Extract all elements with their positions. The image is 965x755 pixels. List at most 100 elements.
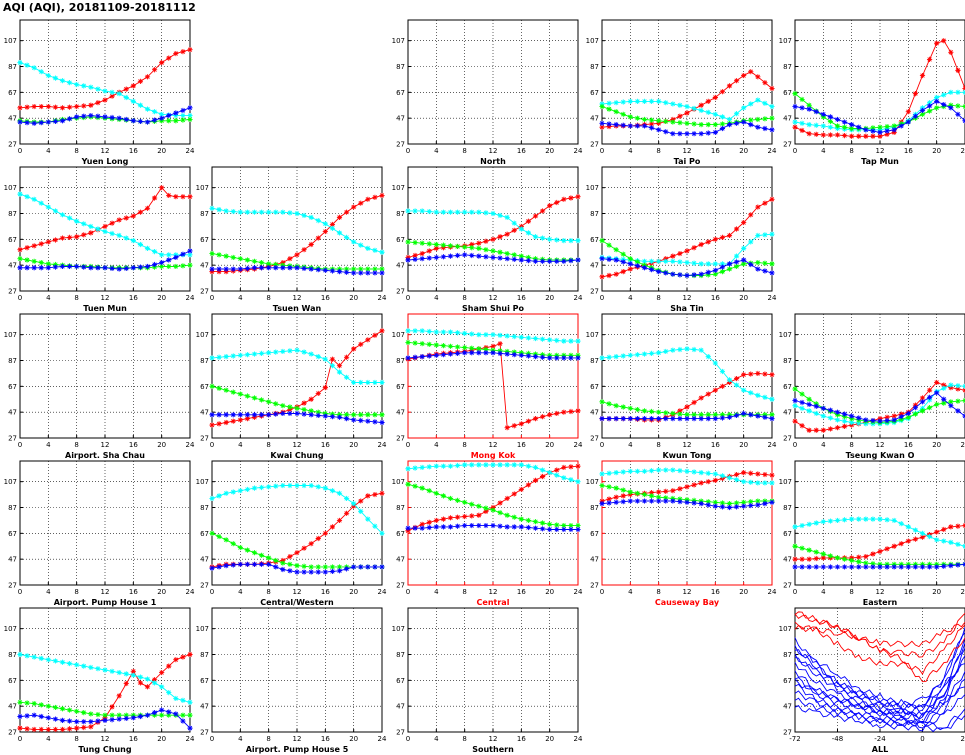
panel-label: Tsuen Wan xyxy=(273,304,322,313)
data-point xyxy=(308,412,314,418)
data-point xyxy=(670,253,676,259)
data-point xyxy=(45,204,51,210)
data-point xyxy=(827,114,834,120)
data-point xyxy=(497,462,503,468)
data-point xyxy=(561,464,567,471)
data-point xyxy=(433,329,439,335)
data-point xyxy=(539,336,546,342)
data-point xyxy=(606,401,612,407)
y-tick-label: 67 xyxy=(590,530,599,538)
data-point xyxy=(151,67,158,73)
data-point xyxy=(469,209,475,215)
panel-label: ALL xyxy=(872,745,888,754)
data-point xyxy=(575,408,581,414)
x-tick-label: 4 xyxy=(434,588,439,596)
data-point xyxy=(266,561,272,567)
data-point xyxy=(561,196,567,202)
data-point xyxy=(497,510,503,516)
data-point xyxy=(447,463,454,469)
data-point xyxy=(719,125,726,132)
series-line xyxy=(792,91,965,132)
data-point xyxy=(469,252,475,259)
data-point xyxy=(712,267,718,273)
data-point xyxy=(322,530,328,536)
data-point xyxy=(433,241,439,248)
data-point xyxy=(856,516,862,522)
data-point xyxy=(705,412,711,418)
data-point xyxy=(322,485,328,491)
data-point xyxy=(329,564,336,570)
data-point xyxy=(532,213,539,219)
data-point xyxy=(504,214,510,220)
data-point xyxy=(490,462,496,468)
data-point xyxy=(656,416,662,422)
data-point xyxy=(613,416,619,422)
data-point xyxy=(561,238,567,244)
data-point xyxy=(266,399,272,405)
panel-frame xyxy=(19,313,191,439)
y-tick-label: 47 xyxy=(783,115,792,123)
x-tick-label: 0 xyxy=(18,735,22,743)
y-tick-label: 27 xyxy=(590,141,599,149)
data-point xyxy=(648,416,655,422)
data-point xyxy=(719,234,726,240)
panel-label: Mong Kok xyxy=(471,451,516,460)
x-tick-label: 24 xyxy=(574,735,583,743)
x-tick-label: 16 xyxy=(517,735,526,743)
data-point xyxy=(351,346,357,352)
x-tick-label: 16 xyxy=(517,294,526,302)
data-point xyxy=(926,394,933,400)
data-point xyxy=(88,102,94,108)
x-tick-label: 0 xyxy=(210,735,214,743)
x-tick-label: 20 xyxy=(545,588,554,596)
data-point xyxy=(691,500,697,506)
data-point xyxy=(733,500,740,506)
data-point xyxy=(705,109,711,115)
data-point xyxy=(237,352,243,358)
data-point xyxy=(919,408,926,414)
panel-frame xyxy=(19,460,191,586)
data-point xyxy=(166,112,172,119)
data-point xyxy=(926,100,933,106)
panel-frame xyxy=(19,607,191,733)
y-tick-label: 67 xyxy=(590,89,599,97)
panel-tap-mun: 0481216202427476787107Tap Mun xyxy=(779,19,965,166)
data-point xyxy=(648,125,655,131)
data-point xyxy=(52,716,59,722)
data-point xyxy=(934,529,940,535)
data-point xyxy=(539,235,546,241)
data-point xyxy=(315,535,321,542)
data-point xyxy=(483,346,489,353)
data-point xyxy=(934,537,940,543)
data-point xyxy=(849,413,855,419)
data-point xyxy=(315,409,321,415)
data-point xyxy=(379,419,385,426)
data-point xyxy=(834,555,841,561)
data-point xyxy=(806,131,812,137)
data-point xyxy=(719,500,726,506)
data-point xyxy=(769,396,775,402)
data-point xyxy=(941,563,947,569)
y-tick-label: 27 xyxy=(783,582,792,590)
data-point xyxy=(733,412,740,418)
data-point xyxy=(258,259,265,266)
data-point xyxy=(116,91,122,97)
data-point xyxy=(919,534,926,540)
data-point xyxy=(691,346,697,353)
data-point xyxy=(351,379,357,386)
x-tick-label: 8 xyxy=(849,147,853,155)
data-point xyxy=(792,397,798,404)
data-point xyxy=(74,708,80,714)
data-point xyxy=(561,355,567,361)
data-point xyxy=(88,223,94,230)
data-point xyxy=(898,564,904,570)
data-point xyxy=(684,259,690,266)
data-point xyxy=(748,502,754,509)
data-point xyxy=(59,717,66,723)
y-tick-label: 87 xyxy=(8,357,17,365)
x-tick-label: 0 xyxy=(793,441,797,449)
panel-label: Tung Chung xyxy=(78,745,131,754)
x-tick-label: 8 xyxy=(74,441,78,449)
